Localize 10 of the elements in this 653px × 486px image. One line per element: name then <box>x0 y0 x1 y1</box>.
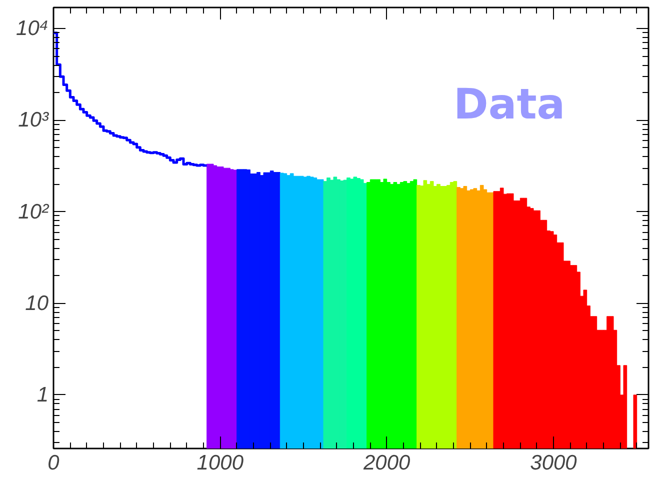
annotation: Data <box>454 80 566 128</box>
x-tick-label: 1000 <box>196 452 244 474</box>
x-tick-label: 0 <box>48 452 60 474</box>
x-tick-label: 2000 <box>362 452 411 474</box>
y-tick-label: 10² <box>18 200 50 224</box>
y-tick-label: 10⁴ <box>16 17 49 40</box>
y-tick-label: 10 <box>25 292 49 315</box>
y-tick-label: 1 <box>36 383 49 406</box>
x-tick-label: 3000 <box>530 452 578 474</box>
y-tick-label: 10³ <box>18 108 50 132</box>
